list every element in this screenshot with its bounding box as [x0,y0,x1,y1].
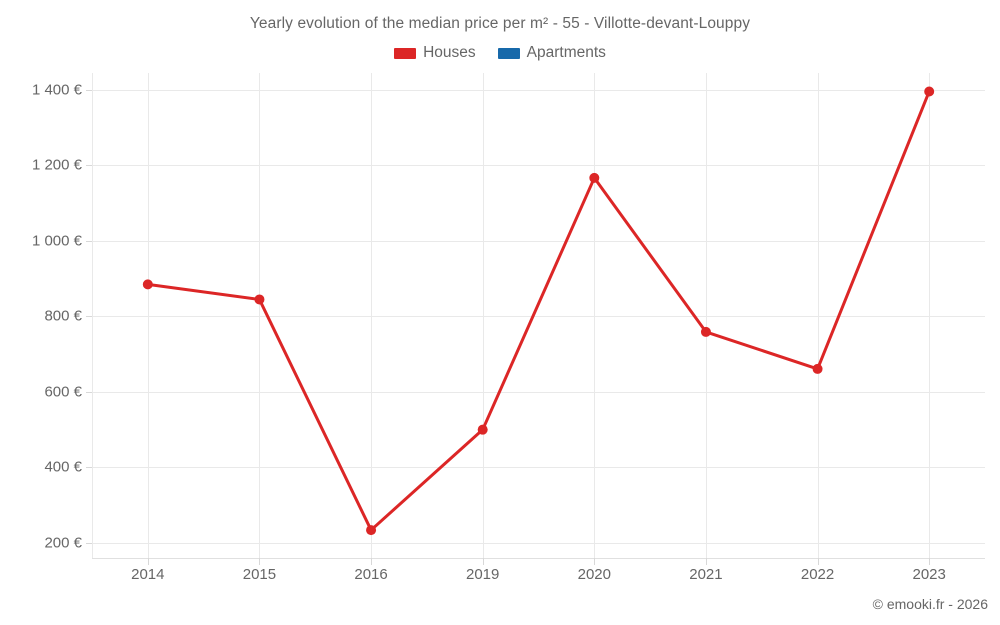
grid-line-vertical [929,73,931,558]
x-axis-tick-label: 2022 [800,566,835,583]
y-axis-tick-label: 1 200 € [31,156,82,174]
grid-line-vertical [594,73,596,558]
grid-line-vertical [147,73,149,558]
legend-item-houses[interactable]: Houses [394,44,476,62]
legend-label-apartments: Apartments [526,44,606,61]
data-point-houses[interactable] [254,294,265,305]
grid-line-horizontal [92,89,985,91]
x-axis-tick-label: 2019 [466,566,500,583]
y-axis-tick-label: 1 000 € [31,232,82,250]
y-axis-tick-mark [86,467,92,469]
data-point-houses[interactable] [477,424,488,435]
y-axis-tick-mark [86,542,92,544]
y-axis-tick-mark [86,391,92,393]
legend-swatch-houses [394,47,417,59]
y-axis-tick-mark [86,165,92,167]
y-axis-tick-label: 800 € [44,307,82,325]
chart-title: Yearly evolution of the median price per… [249,15,751,32]
x-axis-tick-label: 2021 [689,566,723,583]
y-axis-tick-label: 200 € [44,534,82,552]
plot-area [92,73,985,558]
y-axis-line [92,73,93,559]
grid-line-vertical [705,73,707,558]
grid-line-vertical [371,73,373,558]
series-line-houses [146,89,931,532]
x-axis-tick-mark [594,558,596,565]
grid-line-vertical [259,73,261,558]
x-axis-line [92,558,985,559]
legend-label-houses: Houses [423,44,476,61]
data-point-houses[interactable] [700,326,711,337]
x-axis-tick-mark [929,558,931,565]
x-axis-tick-mark [705,558,707,565]
data-point-houses[interactable] [142,279,153,290]
data-point-houses[interactable] [366,525,377,536]
x-axis-tick-mark [371,558,373,565]
chart-legend: Houses Apartments [0,44,1000,62]
x-axis-tick-label: 2023 [912,566,946,583]
grid-line-horizontal [92,542,985,544]
x-axis-tick-mark [817,558,819,565]
data-point-houses[interactable] [589,172,600,183]
legend-swatch-apartments [497,47,520,59]
footer-credit: © emooki.fr - 2026 [872,596,988,612]
y-axis-tick-label: 400 € [44,458,82,476]
data-point-houses[interactable] [812,363,823,374]
y-axis-tick-label: 600 € [44,383,82,401]
data-point-houses[interactable] [924,86,935,97]
x-axis-tick-mark [147,558,149,565]
grid-line-horizontal [92,316,985,318]
x-axis-tick-label: 2016 [354,566,388,583]
grid-line-horizontal [92,165,985,167]
y-axis-tick-mark [86,240,92,242]
grid-line-horizontal [92,240,985,242]
x-axis-tick-mark [259,558,261,565]
x-axis-tick-mark [482,558,484,565]
data-series-layer [142,86,935,536]
grid-line-horizontal [92,467,985,469]
x-axis-tick-label: 2015 [242,566,277,583]
grid-line-horizontal [92,391,985,393]
x-axis-tick-label: 2020 [577,566,611,583]
x-axis-tick-label: 2014 [131,566,165,583]
y-axis-tick-mark [86,89,92,91]
legend-item-apartments[interactable]: Apartments [497,44,606,62]
grid-line-vertical [817,73,819,558]
grid-line-vertical [482,73,484,558]
y-axis-tick-mark [86,316,92,318]
y-axis-tick-label: 1 400 € [31,81,82,99]
